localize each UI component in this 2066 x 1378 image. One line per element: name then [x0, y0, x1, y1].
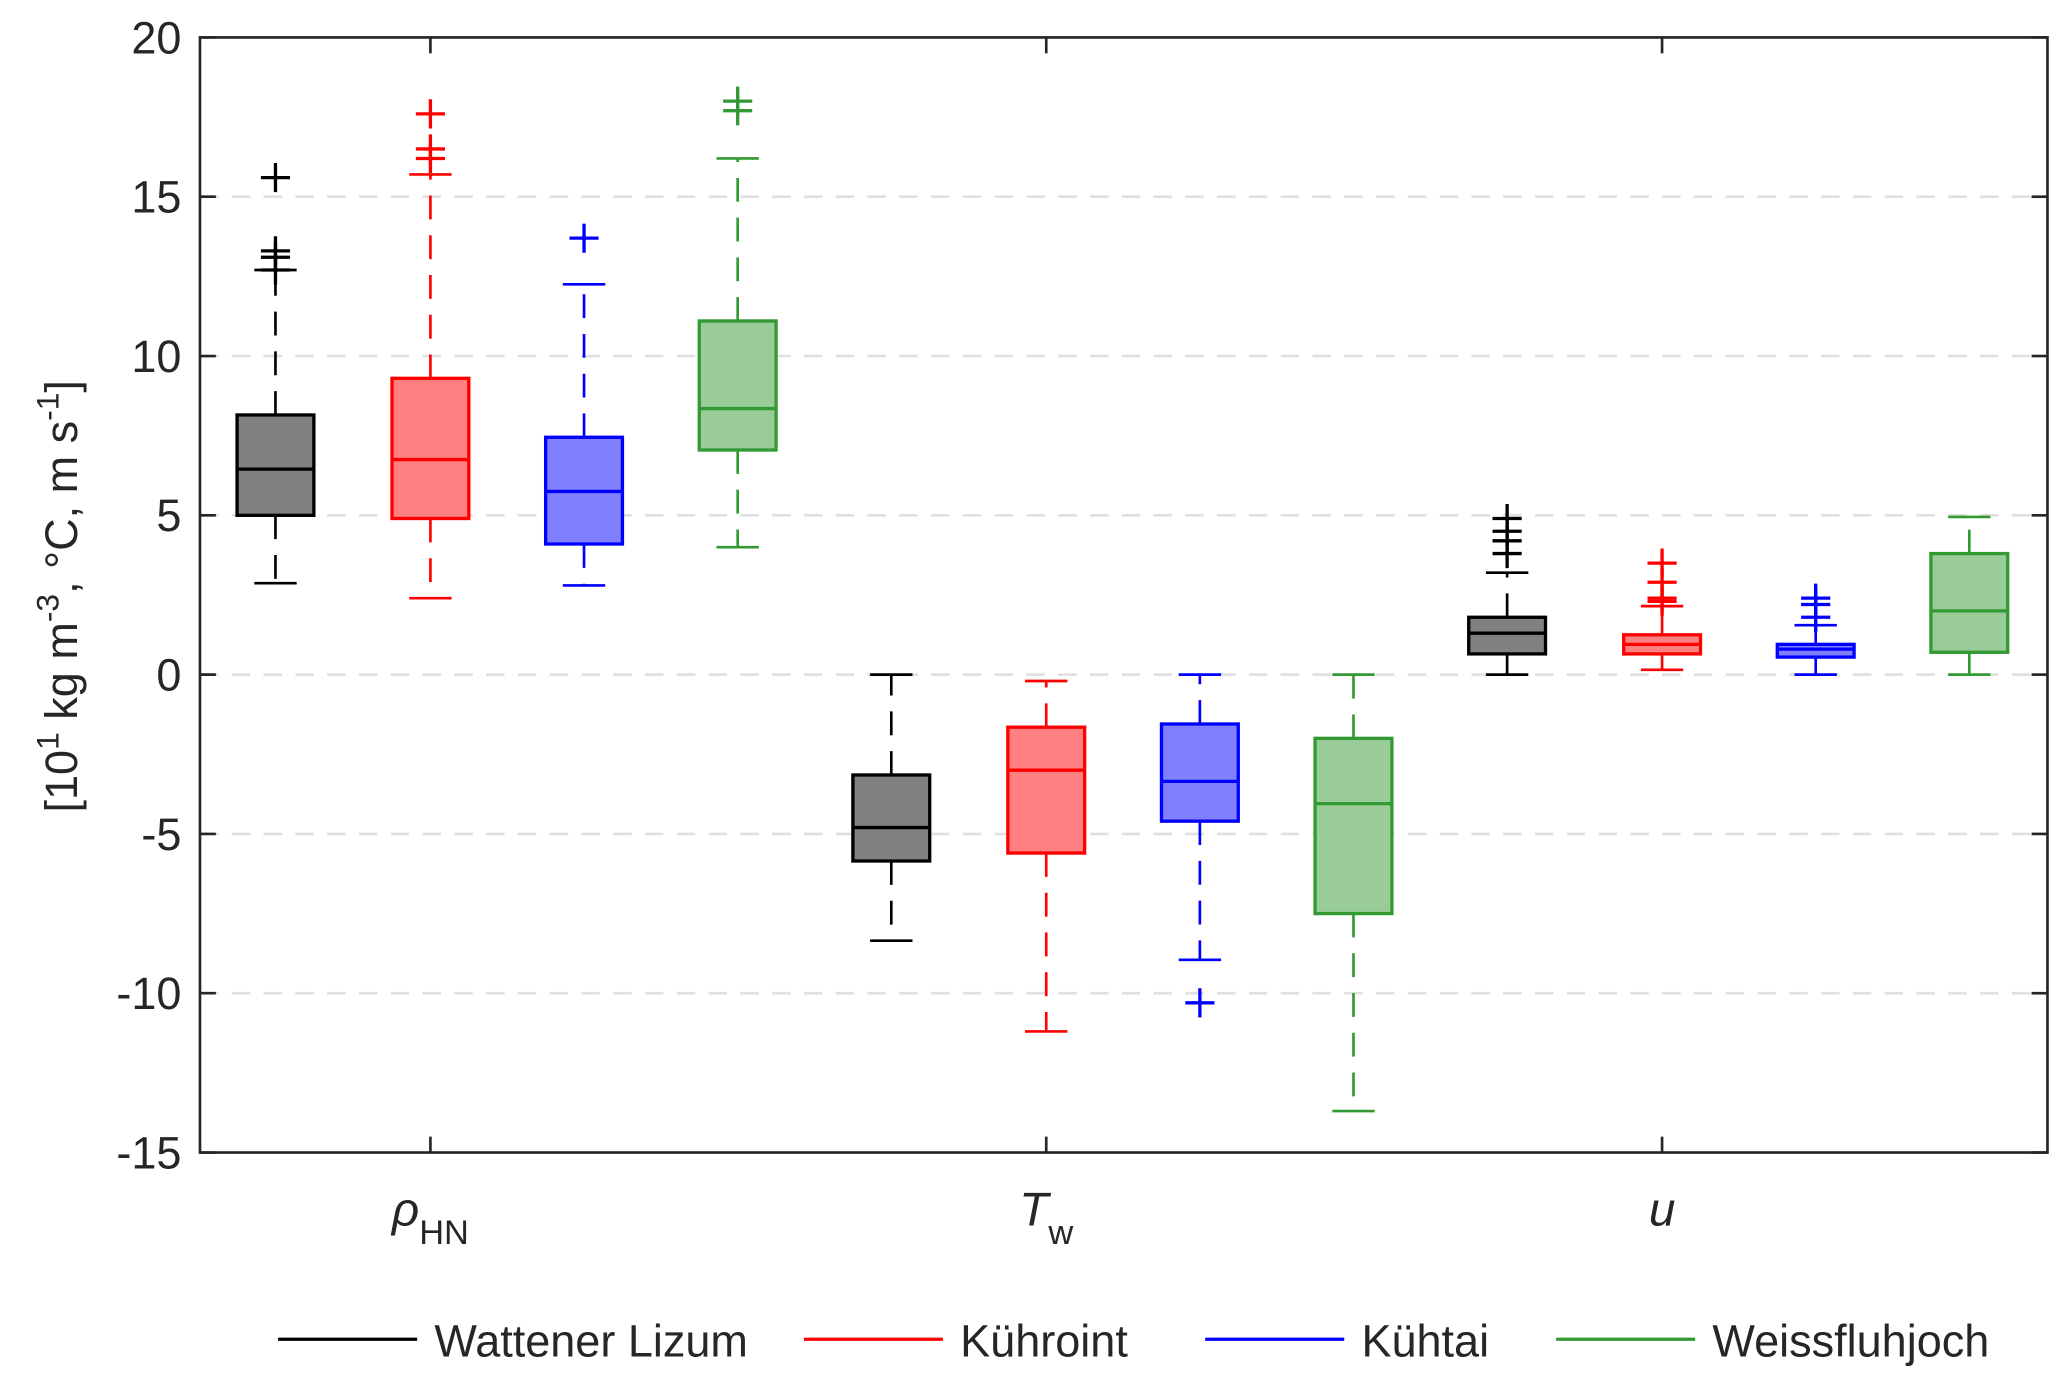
y-axis: -15 -10 -5 0 5 10 15 20: [116, 12, 2048, 1178]
y-tick-label: -5: [141, 809, 181, 860]
x-axis: ρHN Tw u: [390, 37, 1676, 1252]
outlier-marker: [415, 134, 445, 164]
iqr-box: [390, 376, 471, 521]
legend-label-2: Kühtai: [1361, 1315, 1489, 1366]
outlier-marker: [1801, 583, 1831, 613]
x-tick-label: u: [1649, 1183, 1676, 1236]
y-axis-label: [101 kg m-3, °C, m s-1]: [29, 380, 87, 812]
y-tick-label: 10: [131, 331, 181, 382]
iqr-box: [1929, 551, 2010, 654]
outlier-marker: [723, 86, 753, 116]
box-3-2: [1929, 515, 2010, 676]
x-tick-label: ρHN: [390, 1183, 469, 1252]
outlier-marker: [260, 163, 291, 193]
legend-label-1: Kühroint: [960, 1315, 1128, 1366]
outlier-marker: [260, 236, 291, 266]
y-tick-label: 15: [131, 172, 181, 223]
outlier-marker: [1647, 548, 1677, 578]
legend-label-3: Weissfluhjoch: [1712, 1315, 1989, 1366]
y-tick-label: 0: [156, 650, 181, 701]
box-2-0: [543, 223, 625, 587]
box-3-0: [697, 86, 778, 549]
x-tick-label: Tw: [1019, 1183, 1073, 1252]
iqr-box: [1159, 722, 1240, 823]
iqr-box: [235, 413, 316, 517]
boxes: [235, 86, 2010, 1113]
outlier-marker: [1492, 503, 1522, 534]
y-tick-label: 5: [156, 490, 181, 541]
outlier-marker: [1185, 988, 1215, 1018]
iqr-box: [1313, 736, 1394, 916]
box-0-2: [1467, 503, 1548, 676]
box-1-1: [1006, 679, 1087, 1033]
y-tick-label: 20: [131, 12, 181, 63]
iqr-box: [697, 319, 778, 452]
box-1-2: [1622, 548, 1703, 672]
box-3-1: [1313, 673, 1394, 1113]
plot-frame: [198, 36, 2049, 1154]
y-tick-label: -10: [116, 968, 181, 1019]
iqr-box: [1467, 615, 1548, 656]
iqr-box: [1006, 725, 1087, 855]
box-1-0: [390, 99, 471, 600]
box-2-2: [1775, 583, 1856, 676]
outlier-marker: [569, 223, 599, 253]
legend: Wattener Lizum Kühroint Kühtai Weissfluhjoc…: [278, 1315, 1989, 1366]
box-0-0: [235, 163, 316, 585]
box-2-1: [1159, 673, 1240, 1018]
outlier-marker: [415, 99, 445, 129]
iqr-box: [851, 773, 932, 863]
box-0-1: [851, 673, 932, 942]
y-tick-label: -15: [116, 1127, 181, 1178]
legend-label-0: Wattener Lizum: [434, 1315, 748, 1366]
grid-lines: [199, 195, 2048, 995]
